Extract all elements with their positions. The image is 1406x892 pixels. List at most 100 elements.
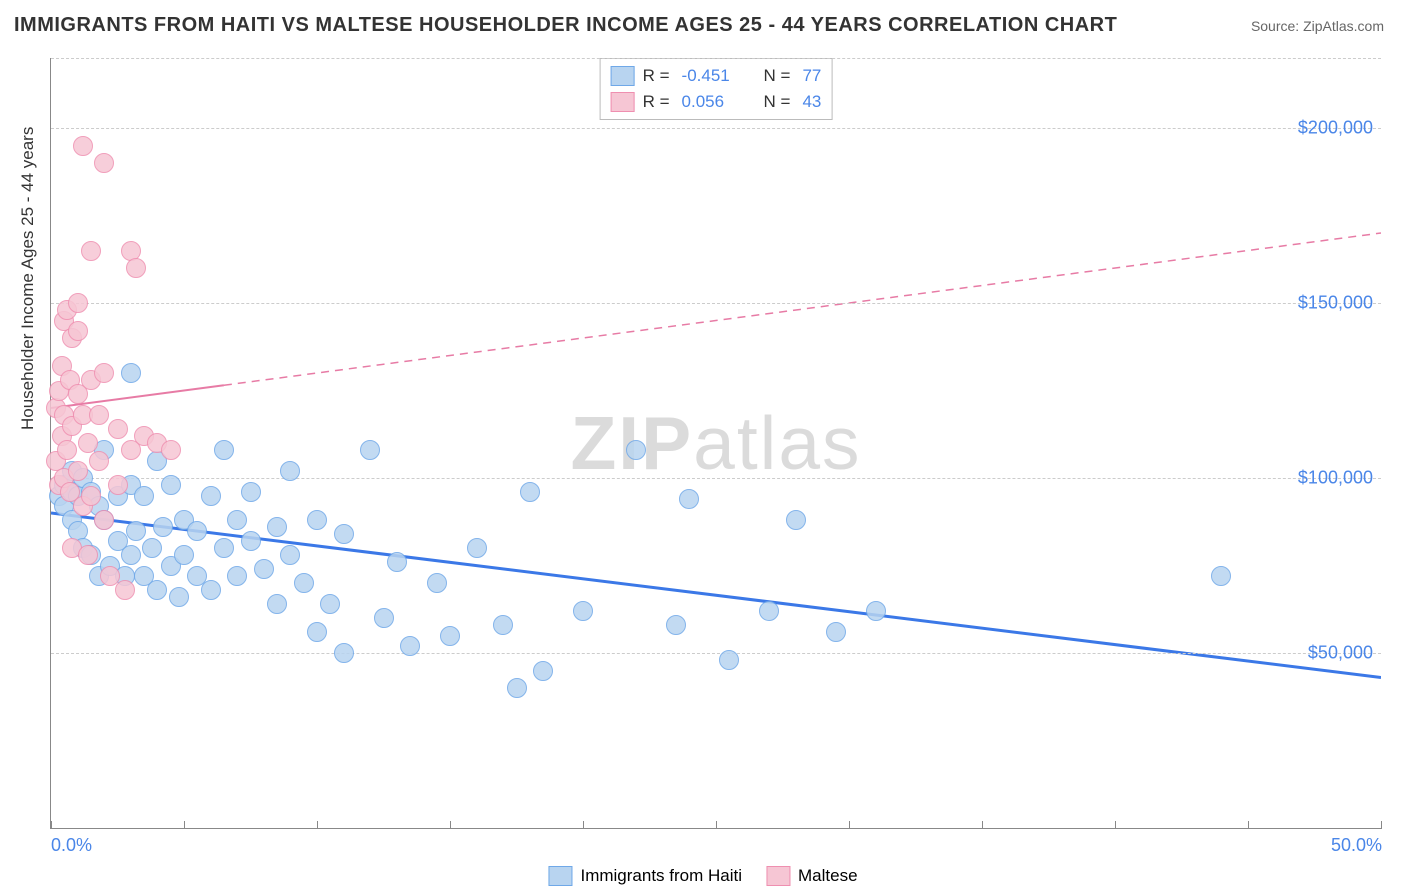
- data-point[interactable]: [507, 678, 527, 698]
- source-attribution: Source: ZipAtlas.com: [1251, 18, 1384, 34]
- legend-item[interactable]: Maltese: [766, 866, 858, 886]
- gridline: [51, 478, 1381, 479]
- data-point[interactable]: [427, 573, 447, 593]
- data-point[interactable]: [241, 531, 261, 551]
- data-point[interactable]: [201, 486, 221, 506]
- legend-swatch: [548, 866, 572, 886]
- n-value: 77: [802, 66, 821, 86]
- data-point[interactable]: [241, 482, 261, 502]
- data-point[interactable]: [520, 482, 540, 502]
- gridline: [51, 303, 1381, 304]
- data-point[interactable]: [334, 643, 354, 663]
- data-point[interactable]: [94, 510, 114, 530]
- data-point[interactable]: [307, 510, 327, 530]
- data-point[interactable]: [94, 363, 114, 383]
- data-point[interactable]: [161, 475, 181, 495]
- data-point[interactable]: [89, 451, 109, 471]
- data-point[interactable]: [142, 538, 162, 558]
- data-point[interactable]: [134, 486, 154, 506]
- data-point[interactable]: [267, 594, 287, 614]
- data-point[interactable]: [227, 566, 247, 586]
- data-point[interactable]: [89, 405, 109, 425]
- data-point[interactable]: [214, 538, 234, 558]
- watermark-light: atlas: [693, 401, 861, 485]
- x-tick: [1248, 821, 1249, 829]
- data-point[interactable]: [147, 580, 167, 600]
- chart-title: IMMIGRANTS FROM HAITI VS MALTESE HOUSEHO…: [14, 14, 1117, 37]
- data-point[interactable]: [153, 517, 173, 537]
- x-tick-label: 0.0%: [51, 835, 92, 856]
- data-point[interactable]: [719, 650, 739, 670]
- series-legend: Immigrants from Haiti Maltese: [548, 866, 857, 886]
- source-link[interactable]: ZipAtlas.com: [1303, 18, 1384, 34]
- data-point[interactable]: [201, 580, 221, 600]
- data-point[interactable]: [267, 517, 287, 537]
- data-point[interactable]: [294, 573, 314, 593]
- data-point[interactable]: [254, 559, 274, 579]
- r-value: 0.056: [682, 92, 746, 112]
- data-point[interactable]: [1211, 566, 1231, 586]
- data-point[interactable]: [121, 545, 141, 565]
- data-point[interactable]: [493, 615, 513, 635]
- data-point[interactable]: [126, 258, 146, 278]
- legend-label: Immigrants from Haiti: [580, 866, 742, 886]
- legend-item[interactable]: Immigrants from Haiti: [548, 866, 742, 886]
- data-point[interactable]: [866, 601, 886, 621]
- data-point[interactable]: [126, 521, 146, 541]
- data-point[interactable]: [57, 440, 77, 460]
- legend-swatch: [611, 66, 635, 86]
- data-point[interactable]: [108, 475, 128, 495]
- data-point[interactable]: [280, 461, 300, 481]
- legend-swatch: [766, 866, 790, 886]
- data-point[interactable]: [440, 626, 460, 646]
- data-point[interactable]: [360, 440, 380, 460]
- correlation-legend-row: R =-0.451N =77: [611, 63, 822, 89]
- data-point[interactable]: [174, 545, 194, 565]
- data-point[interactable]: [108, 419, 128, 439]
- r-label: R =: [643, 92, 670, 112]
- x-tick: [1115, 821, 1116, 829]
- y-tick-label: $200,000: [1298, 118, 1373, 139]
- data-point[interactable]: [786, 510, 806, 530]
- n-label: N =: [764, 92, 791, 112]
- data-point[interactable]: [227, 510, 247, 530]
- data-point[interactable]: [68, 293, 88, 313]
- data-point[interactable]: [533, 661, 553, 681]
- data-point[interactable]: [626, 440, 646, 460]
- data-point[interactable]: [467, 538, 487, 558]
- x-tick: [716, 821, 717, 829]
- data-point[interactable]: [826, 622, 846, 642]
- data-point[interactable]: [280, 545, 300, 565]
- x-tick: [849, 821, 850, 829]
- y-axis-title: Householder Income Ages 25 - 44 years: [18, 127, 38, 430]
- watermark: ZIPatlas: [570, 400, 861, 486]
- data-point[interactable]: [121, 363, 141, 383]
- data-point[interactable]: [81, 486, 101, 506]
- data-point[interactable]: [307, 622, 327, 642]
- data-point[interactable]: [94, 153, 114, 173]
- data-point[interactable]: [115, 580, 135, 600]
- data-point[interactable]: [759, 601, 779, 621]
- y-tick-label: $50,000: [1308, 643, 1373, 664]
- y-tick-label: $100,000: [1298, 468, 1373, 489]
- data-point[interactable]: [214, 440, 234, 460]
- chart-container: IMMIGRANTS FROM HAITI VS MALTESE HOUSEHO…: [0, 0, 1406, 892]
- data-point[interactable]: [68, 321, 88, 341]
- data-point[interactable]: [78, 545, 98, 565]
- data-point[interactable]: [73, 136, 93, 156]
- data-point[interactable]: [320, 594, 340, 614]
- data-point[interactable]: [387, 552, 407, 572]
- r-value: -0.451: [682, 66, 746, 86]
- data-point[interactable]: [666, 615, 686, 635]
- data-point[interactable]: [161, 440, 181, 460]
- data-point[interactable]: [573, 601, 593, 621]
- data-point[interactable]: [81, 241, 101, 261]
- data-point[interactable]: [334, 524, 354, 544]
- data-point[interactable]: [169, 587, 189, 607]
- n-label: N =: [764, 66, 791, 86]
- data-point[interactable]: [374, 608, 394, 628]
- data-point[interactable]: [68, 461, 88, 481]
- data-point[interactable]: [400, 636, 420, 656]
- data-point[interactable]: [679, 489, 699, 509]
- data-point[interactable]: [187, 521, 207, 541]
